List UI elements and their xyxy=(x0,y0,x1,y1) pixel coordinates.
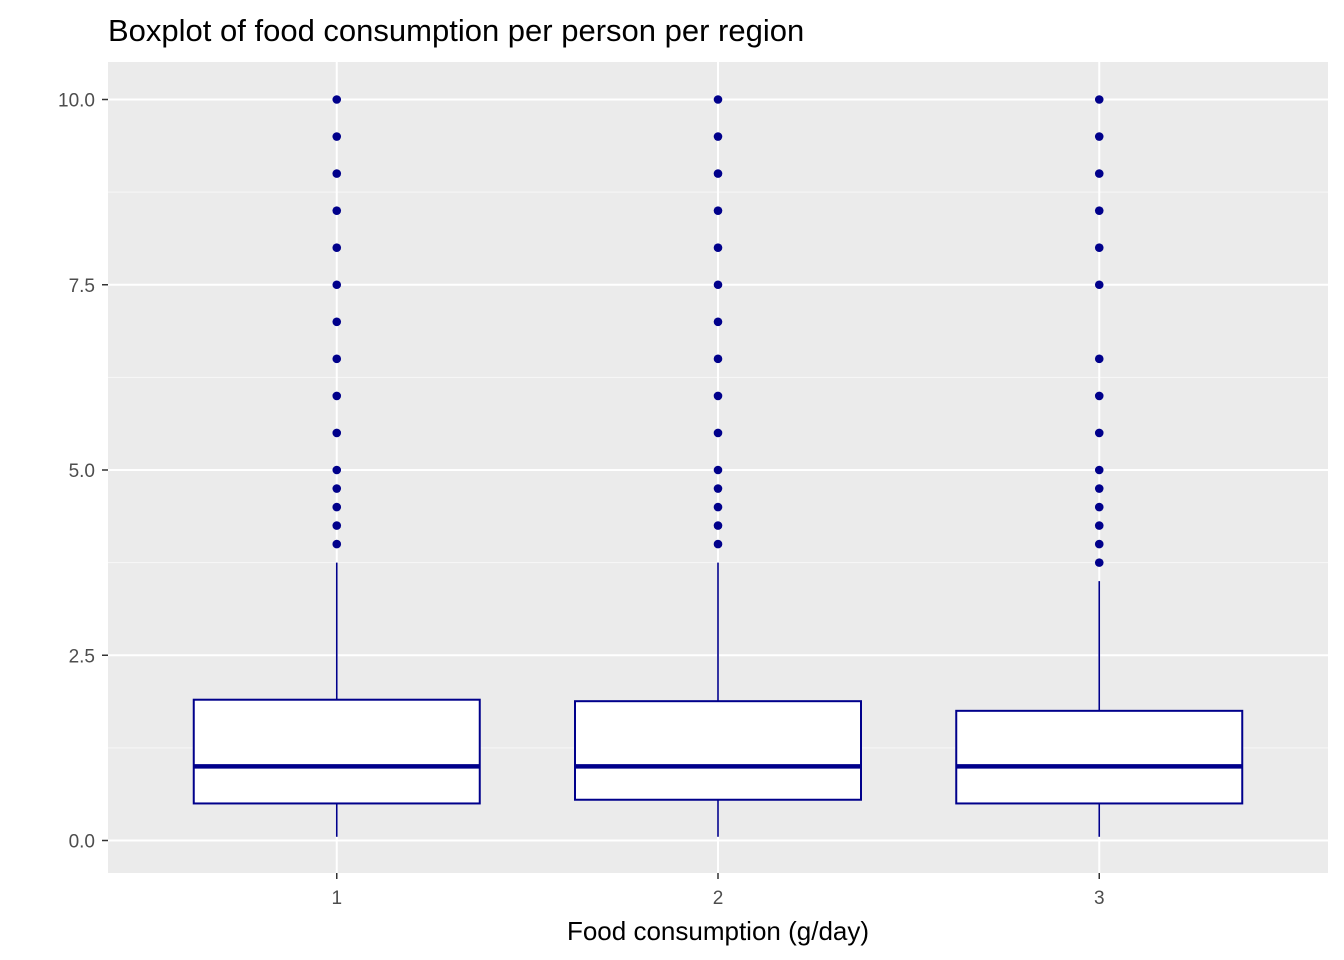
outlier-point xyxy=(332,354,342,364)
outlier-point xyxy=(332,169,342,178)
outlier-point xyxy=(1094,502,1104,512)
outlier-point xyxy=(713,539,723,549)
outlier-point xyxy=(332,539,342,549)
outlier-point xyxy=(332,521,342,530)
x-axis: 1 2 3 xyxy=(331,873,1105,909)
outlier-point xyxy=(1094,132,1104,141)
outlier-point xyxy=(1094,95,1104,104)
boxes xyxy=(192,95,1244,837)
outlier-point xyxy=(713,206,723,215)
outlier-point xyxy=(713,317,723,327)
outlier-point xyxy=(713,465,723,475)
outlier-point xyxy=(332,95,342,104)
box-iqr xyxy=(955,709,1244,805)
outlier-point xyxy=(1094,521,1104,530)
outlier-point xyxy=(713,169,723,178)
outlier-point xyxy=(713,391,723,401)
outlier-point xyxy=(713,95,723,104)
outlier-point xyxy=(713,428,723,438)
outlier-point xyxy=(1094,354,1104,364)
x-tick-label: 1 xyxy=(331,888,342,909)
outlier-point xyxy=(1094,558,1104,567)
outlier-point xyxy=(713,280,723,290)
outlier-point xyxy=(1094,539,1104,549)
box-group-1 xyxy=(192,95,481,837)
y-tick-label: 5.0 xyxy=(69,461,95,482)
outlier-point xyxy=(713,502,723,512)
outlier-point xyxy=(332,391,342,401)
outlier-point xyxy=(713,484,723,493)
outlier-point xyxy=(332,317,342,327)
outlier-point xyxy=(713,354,723,364)
outlier-point xyxy=(1094,243,1104,252)
outlier-point xyxy=(332,502,342,512)
outlier-point xyxy=(332,243,342,252)
box-iqr xyxy=(574,700,862,801)
x-axis-title: Food consumption (g/day) xyxy=(567,916,869,946)
box-iqr xyxy=(192,698,481,805)
outlier-point xyxy=(713,243,723,252)
outlier-point xyxy=(713,132,723,141)
y-axis: 0.0 2.5 5.0 7.5 10.0 xyxy=(58,91,108,853)
outlier-point xyxy=(1094,391,1104,401)
outlier-point xyxy=(713,521,723,530)
outlier-point xyxy=(1094,169,1104,178)
chart-title: Boxplot of food consumption per person p… xyxy=(108,13,804,48)
outlier-point xyxy=(1094,428,1104,438)
x-tick-label: 3 xyxy=(1094,888,1105,909)
y-tick-label: 2.5 xyxy=(69,646,95,667)
outlier-point xyxy=(332,280,342,290)
outlier-point xyxy=(332,132,342,141)
outlier-point xyxy=(1094,465,1104,475)
outlier-point xyxy=(1094,280,1104,290)
box-group-3 xyxy=(955,95,1244,837)
y-tick-label: 0.0 xyxy=(69,832,95,853)
outlier-point xyxy=(1094,206,1104,215)
outlier-point xyxy=(332,206,342,215)
y-tick-label: 10.0 xyxy=(58,91,95,112)
outlier-point xyxy=(332,484,342,493)
y-tick-label: 7.5 xyxy=(69,276,95,297)
x-tick-label: 2 xyxy=(713,888,724,909)
outlier-point xyxy=(332,428,342,438)
box-group-2 xyxy=(574,95,862,837)
outlier-point xyxy=(1094,484,1104,493)
outlier-point xyxy=(332,465,342,475)
